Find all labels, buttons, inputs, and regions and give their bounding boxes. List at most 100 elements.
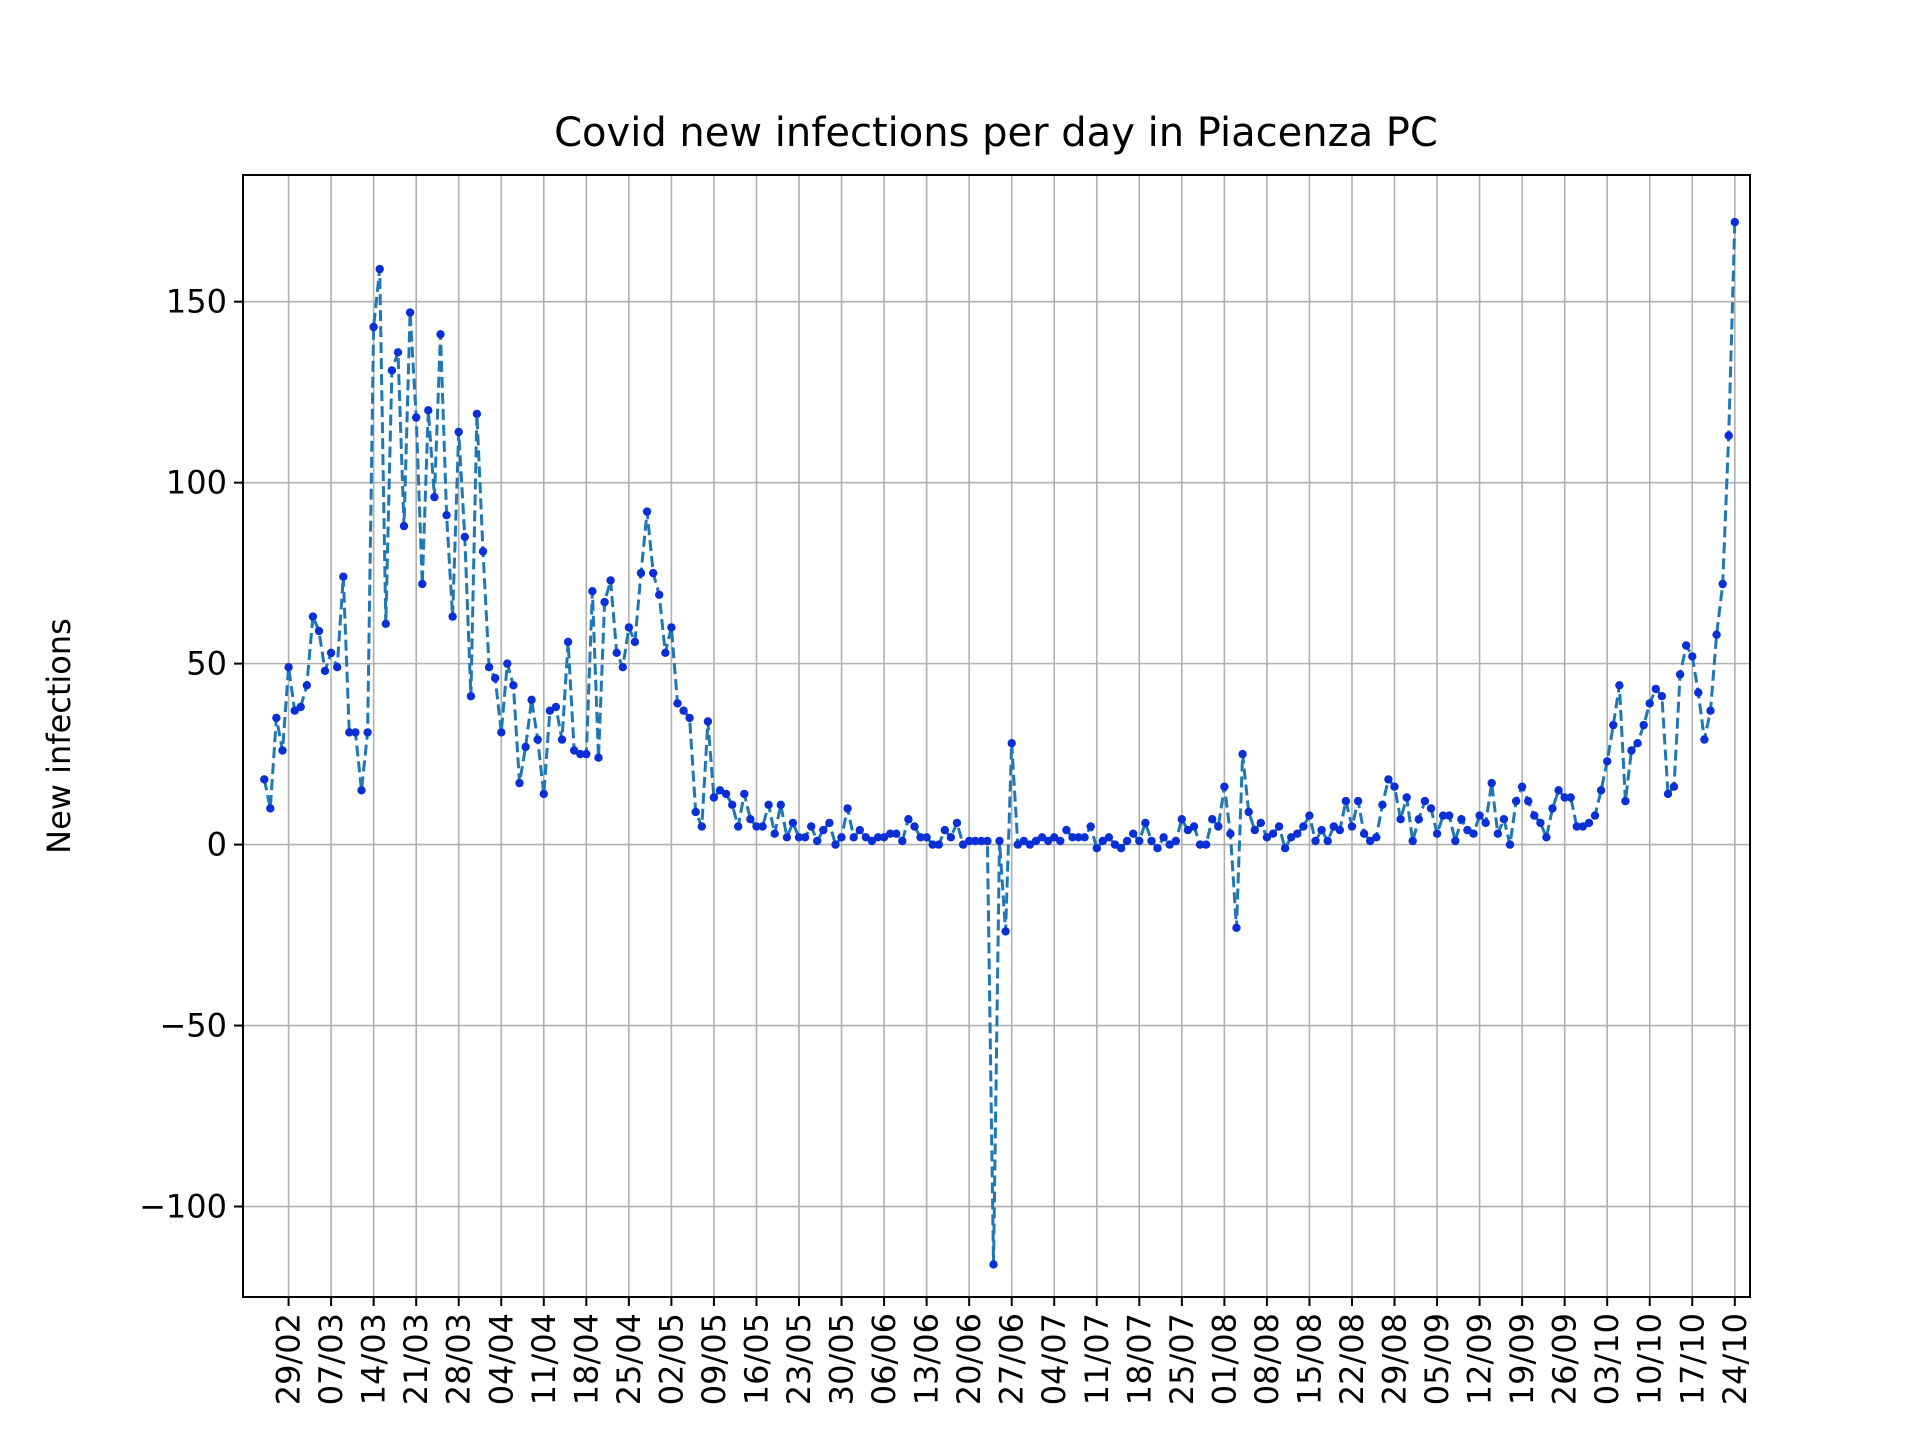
data-point	[1487, 778, 1496, 788]
data-point	[1025, 840, 1035, 849]
data-point	[1080, 833, 1089, 842]
data-point	[1074, 833, 1083, 842]
x-tick-label: 18/04	[567, 1313, 605, 1405]
data-point	[563, 637, 573, 647]
data-point	[1511, 796, 1521, 806]
data-point	[1536, 818, 1545, 828]
data-point	[1420, 796, 1430, 806]
x-tick-label: 19/09	[1503, 1313, 1541, 1405]
data-point	[1712, 630, 1721, 639]
y-tick-label: 100	[166, 464, 227, 502]
data-point	[940, 825, 949, 835]
x-tick-label: 23/05	[780, 1313, 818, 1405]
data-point	[758, 822, 767, 831]
data-point	[1311, 836, 1320, 846]
data-point	[1505, 840, 1515, 849]
data-point	[369, 322, 378, 332]
data-point	[813, 836, 822, 846]
data-point	[770, 829, 779, 838]
data-point	[1378, 800, 1387, 809]
data-point	[272, 713, 281, 723]
data-point	[1256, 818, 1266, 828]
data-point	[807, 822, 816, 831]
data-point	[898, 836, 907, 846]
data-point	[1001, 927, 1010, 936]
data-point	[436, 330, 445, 339]
data-point	[1548, 804, 1557, 813]
data-point	[1129, 829, 1138, 838]
data-point	[1590, 811, 1600, 820]
data-point	[946, 833, 956, 842]
data-point	[928, 840, 937, 849]
data-point	[333, 663, 342, 672]
data-point	[1493, 829, 1503, 838]
data-point	[454, 427, 463, 437]
data-point	[934, 840, 943, 849]
data-point	[594, 753, 603, 762]
data-point	[478, 547, 488, 556]
data-point	[1044, 836, 1053, 846]
data-point	[831, 840, 840, 849]
data-point	[1390, 782, 1399, 791]
data-point	[1457, 815, 1466, 824]
data-point	[910, 822, 919, 831]
data-point	[1445, 811, 1454, 820]
data-point	[1335, 825, 1345, 835]
data-point	[296, 702, 305, 712]
data-point	[1469, 829, 1478, 838]
data-point	[879, 833, 889, 842]
data-point	[977, 836, 986, 846]
data-point	[387, 366, 397, 375]
data-point	[1226, 829, 1235, 838]
data-point	[1293, 829, 1302, 838]
data-point	[849, 833, 858, 842]
data-point	[776, 800, 785, 809]
data-point	[430, 492, 439, 502]
data-point	[460, 532, 469, 542]
data-point	[667, 623, 676, 632]
data-point	[1645, 699, 1654, 708]
data-point	[1706, 706, 1715, 715]
x-tick-label: 10/10	[1631, 1313, 1669, 1405]
data-point	[752, 822, 761, 831]
y-tick-label: 150	[166, 283, 227, 321]
data-point	[1603, 757, 1612, 766]
data-point	[1438, 811, 1448, 820]
data-point	[740, 789, 749, 799]
data-point	[788, 818, 798, 828]
data-point	[642, 507, 652, 516]
data-point	[922, 833, 931, 842]
data-point	[782, 833, 792, 842]
data-point	[1110, 840, 1120, 849]
data-point	[655, 590, 664, 599]
data-point	[1116, 844, 1126, 853]
data-point	[351, 728, 360, 737]
data-series	[260, 217, 1740, 1269]
x-tick-label: 05/09	[1418, 1313, 1456, 1405]
data-point	[326, 648, 336, 657]
data-point	[1317, 825, 1326, 835]
data-point	[1651, 684, 1661, 694]
data-point	[1141, 818, 1150, 828]
data-point	[703, 717, 713, 726]
data-point	[958, 840, 968, 849]
data-point	[1718, 579, 1727, 589]
data-point	[1122, 836, 1132, 846]
data-point	[1171, 836, 1181, 846]
data-point	[1524, 796, 1533, 806]
data-point	[1694, 688, 1703, 697]
data-point	[1408, 836, 1417, 846]
data-point	[1220, 782, 1229, 791]
data-point	[363, 728, 372, 737]
data-point	[709, 793, 719, 802]
data-point	[1615, 681, 1624, 690]
data-point	[837, 833, 846, 842]
y-axis: −100 −50 0 50 100 150	[139, 283, 243, 1226]
data-point	[424, 406, 433, 415]
data-point	[1530, 811, 1539, 820]
x-tick-label: 11/04	[525, 1313, 563, 1405]
data-point	[1730, 217, 1740, 227]
y-tick-label: −50	[159, 1007, 227, 1045]
data-point	[1572, 822, 1582, 831]
data-point	[1165, 840, 1174, 849]
